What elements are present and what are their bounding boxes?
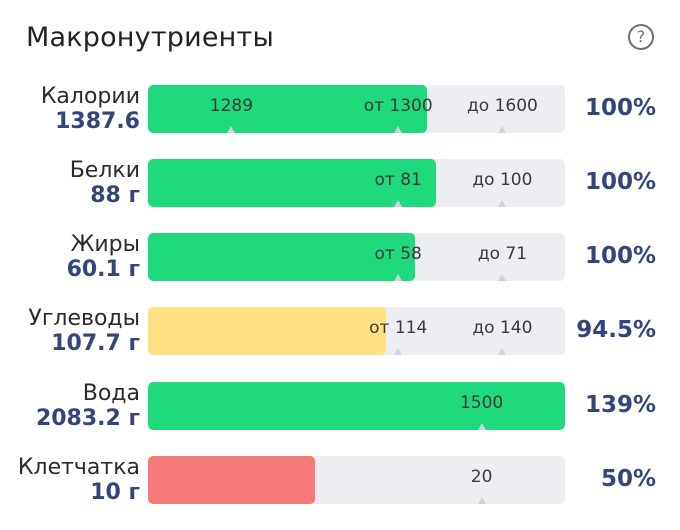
target-marker-tick [498, 126, 507, 133]
macro-row: Вода 2083.2 г 1500 139% [0, 382, 680, 434]
progress-fill [148, 85, 428, 133]
progress-fill [148, 307, 386, 355]
target-marker-label: до 100 [472, 170, 533, 190]
target-marker-tick [394, 126, 403, 133]
target-marker-tick [394, 200, 403, 207]
progress-bar: 20 [148, 456, 565, 504]
macro-percent: 100% [584, 169, 656, 195]
target-marker-label: от 1300 [363, 96, 433, 116]
macro-name: Калории [40, 84, 140, 109]
target-marker-tick [394, 274, 403, 281]
target-marker-label: 20 [470, 467, 493, 487]
macro-name: Вода [82, 381, 140, 406]
progress-bar: от 81 до 100 [148, 159, 565, 207]
macro-value: 107.7 г [51, 331, 140, 356]
target-marker-tick [477, 423, 486, 430]
progress-fill [148, 159, 436, 207]
macro-label: Вода 2083.2 г [36, 382, 140, 432]
macro-value: 60.1 г [66, 257, 140, 282]
macro-value: 10 г [90, 480, 140, 505]
progress-bar: 1289 от 1300 до 1600 [148, 85, 565, 133]
macro-row: Калории 1387.6 1289 от 1300 до 1600 100% [0, 85, 680, 137]
target-marker-tick [498, 274, 507, 281]
macro-name: Углеводы [28, 306, 140, 331]
progress-fill [148, 456, 315, 504]
macro-label: Клетчатка 10 г [18, 456, 140, 506]
macro-label: Белки 88 г [70, 159, 140, 209]
macro-percent: 94.5% [576, 317, 656, 343]
macro-name: Белки [69, 158, 140, 183]
macro-label: Жиры 60.1 г [67, 233, 140, 283]
target-marker-tick [498, 348, 507, 355]
macro-percent: 100% [584, 95, 656, 121]
help-icon[interactable]: ? [628, 24, 654, 50]
macro-name: Жиры [70, 232, 140, 257]
progress-fill [148, 233, 415, 281]
progress-fill [148, 382, 565, 430]
macro-value: 1387.6 [55, 109, 140, 134]
macro-value: 88 г [90, 183, 140, 208]
progress-bar: от 58 до 71 [148, 233, 565, 281]
target-marker-label: 1289 [209, 96, 254, 116]
macro-value: 2083.2 г [35, 406, 140, 431]
target-marker-label: от 114 [369, 318, 428, 338]
header: Макронутриенты ? [26, 22, 654, 62]
progress-bar: от 114 до 140 [148, 307, 565, 355]
target-marker-label: от 81 [374, 170, 422, 190]
macro-percent: 50% [600, 466, 656, 492]
macro-label: Калории 1387.6 [41, 85, 140, 135]
macro-percent: 139% [584, 392, 656, 418]
macro-name: Клетчатка [17, 455, 140, 480]
target-marker-label: до 140 [472, 318, 533, 338]
macro-row: Углеводы 107.7 г от 114 до 140 94.5% [0, 307, 680, 359]
target-marker-label: 1500 [459, 393, 504, 413]
target-marker-label: от 58 [374, 244, 422, 264]
target-marker-label: до 1600 [467, 96, 538, 116]
target-marker-tick [477, 497, 486, 504]
target-marker-tick [498, 200, 507, 207]
page-title: Макронутриенты [26, 22, 274, 53]
progress-bar: 1500 [148, 382, 565, 430]
target-marker-tick [227, 126, 236, 133]
macro-row: Белки 88 г от 81 до 100 100% [0, 159, 680, 211]
macro-row: Клетчатка 10 г 20 50% [0, 456, 680, 508]
macro-row: Жиры 60.1 г от 58 до 71 100% [0, 233, 680, 285]
target-marker-label: до 71 [477, 244, 528, 264]
target-marker-tick [394, 348, 403, 355]
macro-percent: 100% [584, 243, 656, 269]
macro-label: Углеводы 107.7 г [28, 307, 140, 357]
